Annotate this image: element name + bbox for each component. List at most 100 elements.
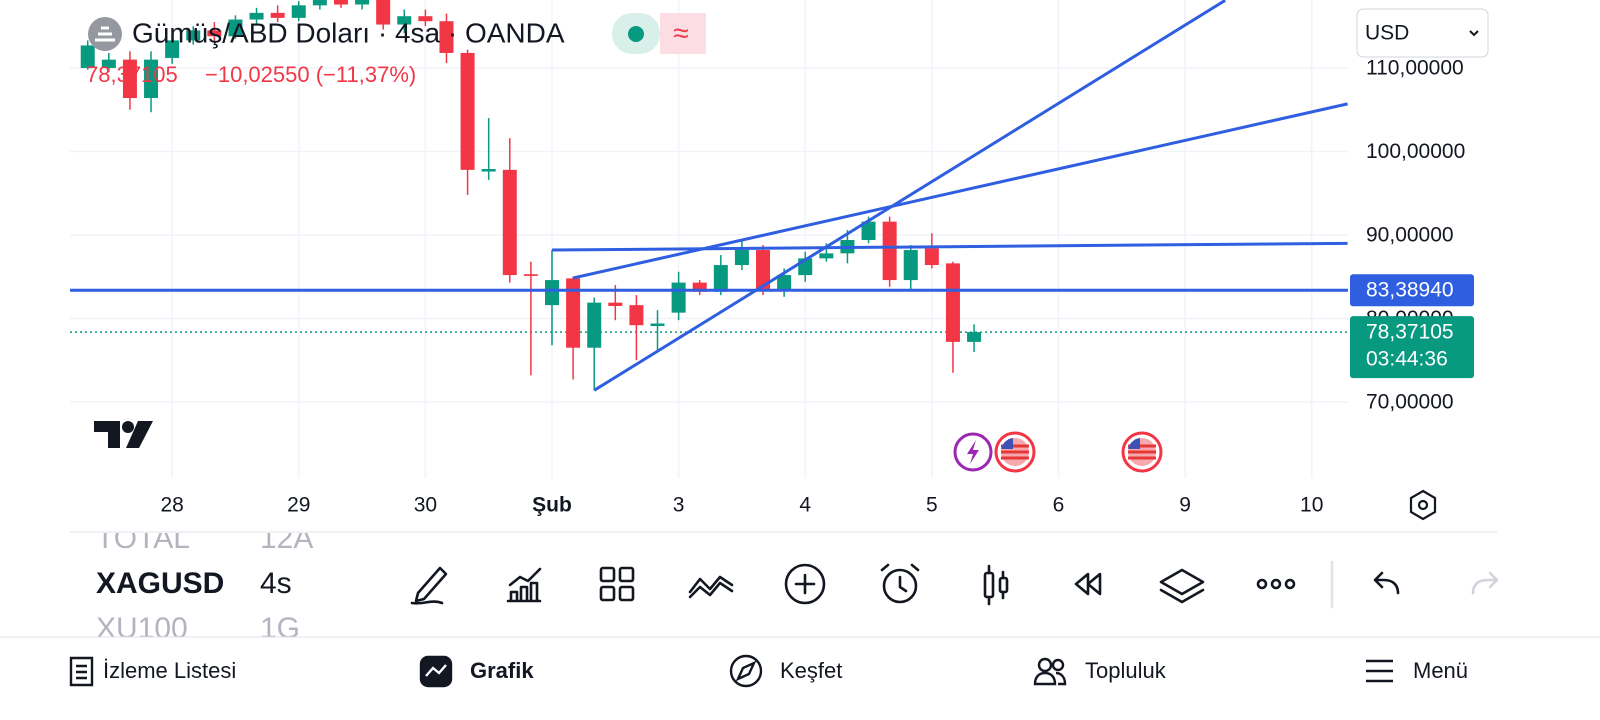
candle-body xyxy=(882,221,897,281)
current-price-box xyxy=(1350,316,1474,379)
candle-body xyxy=(397,16,412,25)
currency-select[interactable]: USD xyxy=(1356,8,1489,58)
candle-body xyxy=(439,21,454,53)
candle-body xyxy=(924,248,939,266)
tv-logo xyxy=(94,421,153,448)
x-tick-label: 30 xyxy=(414,494,437,517)
candle-body xyxy=(333,0,348,5)
layouts[interactable] xyxy=(599,566,635,602)
watch-symbol[interactable]: XU100 xyxy=(96,612,188,645)
candle-body xyxy=(355,0,370,5)
candle-body xyxy=(734,250,749,266)
candle-body xyxy=(186,30,201,41)
alert[interactable] xyxy=(880,563,920,604)
candle-body xyxy=(967,332,982,342)
y-tick-label: 100,00000 xyxy=(1366,140,1465,163)
nav-icons xyxy=(69,654,1393,688)
x-tick-label: 3 xyxy=(673,494,685,517)
candle-body xyxy=(650,323,665,327)
chart-style[interactable] xyxy=(983,564,1009,606)
nav-item[interactable]: İzleme Listesi xyxy=(103,658,236,683)
nav-item[interactable]: Topluluk xyxy=(1085,658,1167,683)
candle-body xyxy=(249,12,264,20)
candle-body xyxy=(376,0,391,25)
redo[interactable] xyxy=(1471,571,1499,595)
plot xyxy=(70,0,1348,392)
watch-symbol[interactable]: TOTAL xyxy=(96,522,190,555)
candle-body xyxy=(481,169,496,172)
x-tick-label: 5 xyxy=(926,494,938,517)
candle-body xyxy=(544,280,559,306)
candle-body xyxy=(228,19,243,37)
candle-body xyxy=(144,59,159,99)
x-tick-label: 4 xyxy=(799,494,811,517)
trend-line[interactable] xyxy=(593,0,1226,392)
candle-body xyxy=(523,274,538,276)
symbol-title[interactable]: Gümüş/ABD Doları · 4sa · OANDA xyxy=(132,17,565,48)
x-tick-label: 28 xyxy=(160,494,183,517)
candle-body xyxy=(207,30,222,37)
watch-symbol[interactable]: XAGUSD xyxy=(96,567,224,600)
watch-interval[interactable]: 4s xyxy=(260,567,292,600)
nav-item[interactable]: Grafik xyxy=(470,658,534,683)
candle-body xyxy=(122,59,137,99)
last-price: 78,37105 xyxy=(86,62,178,87)
nav-item[interactable]: Menü xyxy=(1413,658,1468,683)
undo[interactable] xyxy=(1373,571,1400,595)
y-tick-label: 110,00000 xyxy=(1366,57,1464,80)
candle-body xyxy=(861,221,876,241)
objects[interactable] xyxy=(1159,568,1205,604)
hline-price-box xyxy=(1350,274,1474,307)
nav-item[interactable]: Keşfet xyxy=(780,658,842,683)
hline-price-label: 83,38940 xyxy=(1366,279,1454,302)
toolbar xyxy=(410,560,1499,609)
candle-body xyxy=(587,302,602,348)
watch-interval[interactable]: 1G xyxy=(260,612,300,645)
trend-line[interactable] xyxy=(572,102,1348,280)
watch-interval[interactable]: 12A xyxy=(260,522,313,555)
candle-body xyxy=(566,278,581,348)
grid xyxy=(70,0,1348,478)
candle-body xyxy=(671,282,686,313)
candle-body xyxy=(270,12,285,18)
price-change: −10,02550 (−11,37%) xyxy=(205,62,416,87)
candle-body xyxy=(291,5,306,18)
event-icons xyxy=(953,431,1163,473)
compare[interactable] xyxy=(688,575,734,599)
candle-body xyxy=(777,275,792,291)
candle-body xyxy=(713,265,728,292)
candle-body xyxy=(692,282,707,292)
y-tick-label: 70,00000 xyxy=(1366,391,1454,414)
candle-body xyxy=(418,16,433,22)
candle-body xyxy=(629,305,644,326)
candle-body xyxy=(101,59,116,68)
currency-label[interactable]: USD xyxy=(1365,22,1409,45)
candle-body xyxy=(756,250,771,291)
watchlist: TOTAL 12A XAGUSD 4s XU100 1G xyxy=(96,522,313,645)
add[interactable] xyxy=(784,563,826,605)
y-tick-label: 90,00000 xyxy=(1366,224,1454,247)
candle-body xyxy=(903,250,918,281)
current-price-label: 78,37105 xyxy=(1366,321,1454,344)
indicators[interactable] xyxy=(506,567,542,603)
countdown-label: 03:44:36 xyxy=(1366,348,1448,371)
bottom-nav: İzleme Listesi Grafik Keşfet Topluluk Menü xyxy=(103,658,1468,683)
candle-body xyxy=(165,40,180,58)
trend-line[interactable] xyxy=(551,241,1348,252)
x-tick-label: Şub xyxy=(532,494,572,517)
x-tick-label: 6 xyxy=(1053,494,1065,517)
candle-body xyxy=(312,0,327,6)
draw-tool[interactable] xyxy=(410,566,448,605)
settings-button[interactable] xyxy=(1409,489,1437,521)
candle-body xyxy=(460,52,475,170)
x-tick-label: 9 xyxy=(1179,494,1191,517)
x-tick-label: 10 xyxy=(1300,494,1323,517)
candle-body xyxy=(608,302,623,306)
market-status[interactable]: ≈ xyxy=(673,17,688,48)
candle-body xyxy=(945,263,960,342)
replay[interactable] xyxy=(1074,572,1102,596)
x-tick-label: 29 xyxy=(287,494,310,517)
more[interactable] xyxy=(1256,578,1296,590)
